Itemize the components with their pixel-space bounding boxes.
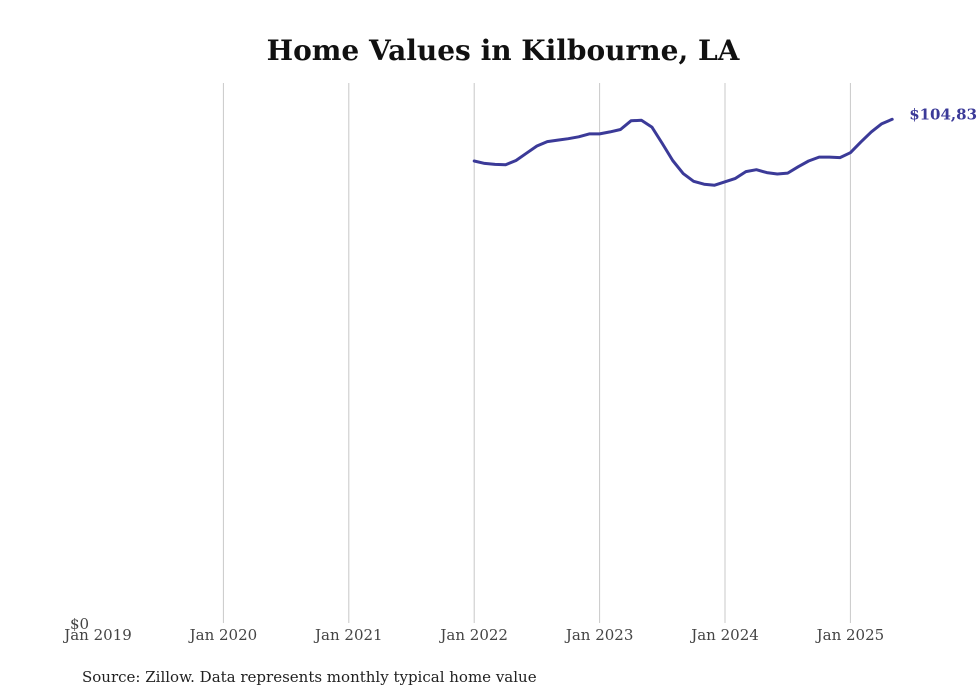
data-point	[546, 140, 549, 143]
data-point	[535, 145, 538, 148]
data-point	[818, 156, 821, 159]
data-point	[640, 119, 643, 122]
data-point	[859, 141, 862, 144]
data-point	[682, 172, 685, 175]
x-tick-label: Jan 2020	[188, 626, 258, 644]
data-point	[494, 163, 497, 166]
data-point	[713, 184, 716, 187]
data-point	[849, 151, 852, 154]
chart-title: Home Values in Kilbourne, LA	[267, 34, 741, 67]
data-point	[483, 162, 486, 165]
data-point	[473, 160, 476, 163]
gridlines	[222, 83, 851, 623]
data-point	[703, 183, 706, 186]
x-tick-label: Jan 2024	[689, 626, 759, 644]
data-point	[556, 139, 559, 142]
source-note: Source: Zillow. Data represents monthly …	[82, 668, 537, 686]
data-point	[734, 177, 737, 180]
data-point	[724, 180, 727, 183]
data-point	[661, 142, 664, 145]
data-point	[515, 159, 518, 162]
line-chart: Home Values in Kilbourne, LA Jan 2019 Jan…	[62, 34, 977, 644]
x-tick-label: Jan 2021	[313, 626, 383, 644]
x-axis-ticks: Jan 2019 Jan 2020 Jan 2021 Jan 2022 Jan 2023…	[62, 626, 884, 644]
data-point	[880, 122, 883, 125]
y-tick-label-zero: $0	[70, 615, 89, 633]
data-point	[650, 126, 653, 129]
x-tick-label: Jan 2025	[815, 626, 885, 644]
data-point	[744, 170, 747, 173]
end-value-label: $104,83	[909, 105, 977, 123]
data-point	[630, 119, 633, 122]
x-tick-label: Jan 2019	[62, 626, 132, 644]
data-point	[609, 130, 612, 133]
data-point	[807, 160, 810, 163]
series-line	[472, 117, 894, 187]
data-point	[671, 159, 674, 162]
data-point	[588, 132, 591, 135]
data-point	[619, 128, 622, 131]
data-point	[776, 173, 779, 176]
data-point	[692, 180, 695, 183]
data-point	[891, 118, 894, 121]
data-point	[765, 171, 768, 174]
data-point	[504, 163, 507, 166]
data-point	[839, 156, 842, 159]
data-point	[567, 137, 570, 140]
series-lines	[472, 117, 894, 187]
data-point	[598, 132, 601, 135]
data-point	[525, 152, 528, 155]
x-tick-label: Jan 2022	[438, 626, 508, 644]
data-point	[870, 130, 873, 133]
x-tick-label: Jan 2023	[564, 626, 634, 644]
data-point	[786, 172, 789, 175]
data-point	[577, 135, 580, 138]
data-point	[755, 168, 758, 171]
data-point	[828, 156, 831, 159]
data-point	[797, 165, 800, 168]
